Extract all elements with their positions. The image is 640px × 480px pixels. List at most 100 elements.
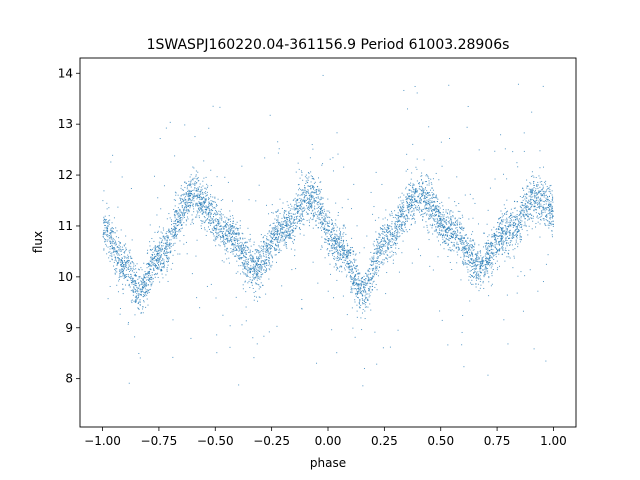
data-point xyxy=(121,271,123,273)
data-point xyxy=(478,278,480,280)
data-point xyxy=(278,223,280,225)
data-point xyxy=(484,270,486,272)
data-point xyxy=(473,249,475,251)
data-point xyxy=(284,229,286,231)
data-point xyxy=(253,264,255,266)
data-point xyxy=(154,250,156,252)
data-point xyxy=(439,232,441,234)
data-point xyxy=(213,235,215,237)
data-point xyxy=(395,223,397,225)
data-point xyxy=(423,201,425,203)
data-point xyxy=(227,181,229,183)
data-point xyxy=(281,227,283,229)
data-point xyxy=(254,253,256,255)
data-point xyxy=(539,200,541,202)
data-point xyxy=(468,247,470,249)
data-point xyxy=(460,223,462,225)
data-point xyxy=(289,230,291,232)
data-point xyxy=(264,250,266,252)
data-point xyxy=(331,233,333,235)
data-point xyxy=(263,248,265,250)
data-point xyxy=(262,251,264,253)
data-point xyxy=(111,247,113,249)
data-point xyxy=(363,301,365,303)
data-point xyxy=(398,228,400,230)
data-point xyxy=(103,220,105,222)
data-point xyxy=(172,231,174,233)
data-point xyxy=(413,199,415,201)
data-point xyxy=(266,245,268,247)
data-point xyxy=(291,216,293,218)
data-point xyxy=(141,269,143,271)
data-point xyxy=(298,218,300,220)
data-point xyxy=(150,249,152,251)
data-point xyxy=(481,272,483,274)
data-point xyxy=(127,259,129,261)
data-point xyxy=(456,235,458,237)
data-point xyxy=(444,234,446,236)
data-point xyxy=(410,224,412,226)
data-point xyxy=(548,190,550,192)
data-point xyxy=(222,242,224,244)
data-point xyxy=(321,216,323,218)
data-point xyxy=(390,232,392,234)
data-point xyxy=(528,217,530,219)
data-point xyxy=(520,219,522,221)
data-point xyxy=(133,279,135,281)
data-point xyxy=(232,232,234,234)
data-point xyxy=(249,287,251,289)
data-point xyxy=(400,224,402,226)
data-point xyxy=(492,263,494,265)
data-point xyxy=(386,224,388,226)
data-point xyxy=(252,251,254,253)
data-point xyxy=(271,256,273,258)
data-point xyxy=(406,197,408,199)
data-point xyxy=(479,271,481,273)
data-point xyxy=(515,228,517,230)
data-point xyxy=(439,217,441,219)
data-point xyxy=(426,190,428,192)
data-point xyxy=(312,197,314,199)
data-point xyxy=(287,204,289,206)
data-point xyxy=(184,197,186,199)
data-point xyxy=(124,267,126,269)
data-point xyxy=(432,225,434,227)
data-point xyxy=(205,195,207,197)
data-point xyxy=(551,199,553,201)
data-point xyxy=(425,192,427,194)
data-point xyxy=(544,211,546,213)
data-point xyxy=(425,203,427,205)
data-point xyxy=(113,246,115,248)
data-point xyxy=(393,243,395,245)
data-point xyxy=(303,210,305,212)
data-point xyxy=(327,239,329,241)
data-point xyxy=(265,249,267,251)
data-point xyxy=(242,268,244,270)
data-point xyxy=(398,214,400,216)
data-point xyxy=(170,268,172,270)
data-point xyxy=(526,206,528,208)
data-point xyxy=(358,302,360,304)
data-point xyxy=(150,256,152,258)
data-point xyxy=(288,229,290,231)
data-point xyxy=(365,291,367,293)
data-point xyxy=(291,217,293,219)
data-point xyxy=(120,250,122,252)
data-point xyxy=(485,268,487,270)
data-point xyxy=(126,266,128,268)
data-point xyxy=(356,289,358,291)
data-point xyxy=(328,239,330,241)
data-point xyxy=(302,215,304,217)
data-point xyxy=(259,258,261,260)
data-point xyxy=(401,252,403,254)
data-point xyxy=(310,194,312,196)
data-point xyxy=(319,212,321,214)
data-point xyxy=(279,229,281,231)
data-point xyxy=(287,223,289,225)
data-point xyxy=(237,243,239,244)
data-point xyxy=(215,231,217,233)
data-point xyxy=(335,219,337,221)
data-point xyxy=(522,208,524,210)
data-point xyxy=(497,222,499,224)
data-point xyxy=(479,262,481,264)
